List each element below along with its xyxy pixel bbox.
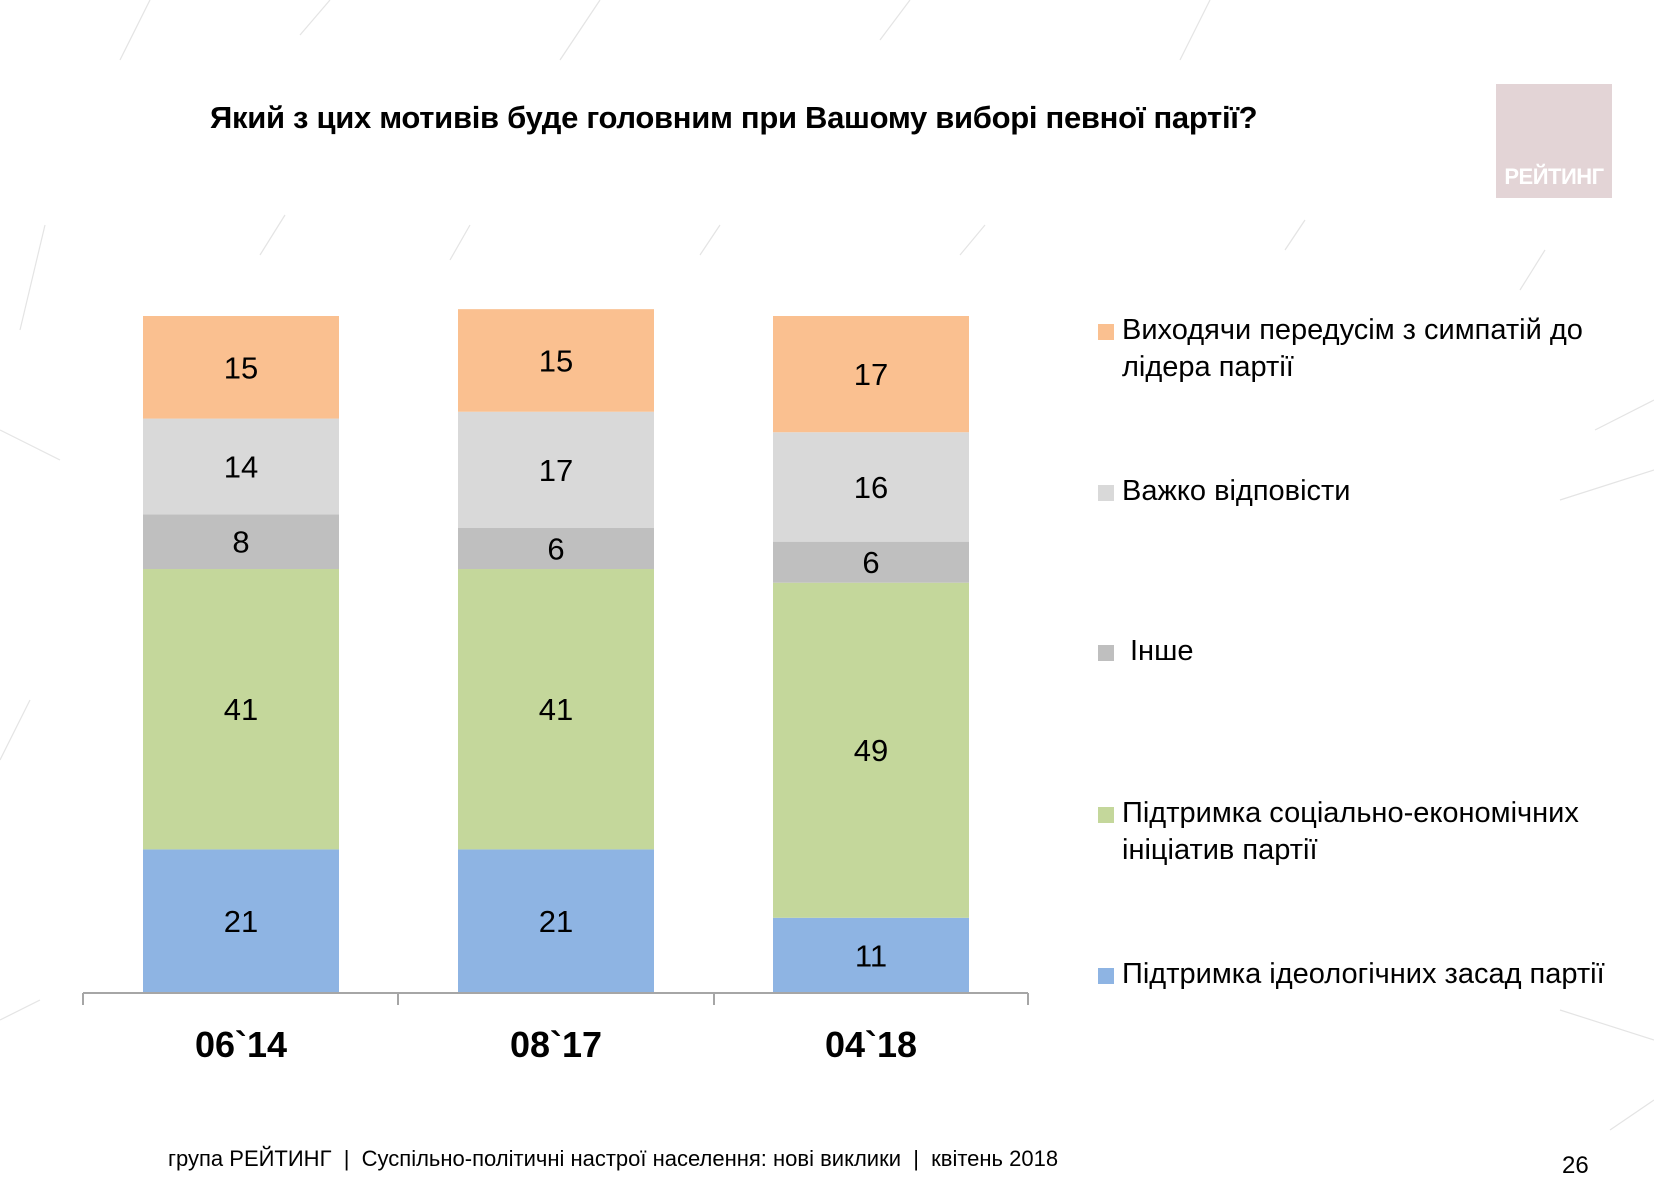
bar-segment: [773, 917, 969, 993]
bar-segment: [458, 849, 654, 993]
data-label: 16: [854, 470, 888, 505]
data-label: 14: [224, 449, 258, 484]
bar-segment: [458, 569, 654, 850]
data-label: 21: [224, 904, 258, 939]
bar-segment: [143, 316, 339, 419]
legend-label: Підтримка соціально-економічних ініціати…: [1122, 797, 1579, 866]
legend-swatch: [1098, 807, 1114, 823]
brand-logo-text: РЕЙТИНГ: [1504, 164, 1604, 189]
data-label: 6: [547, 532, 564, 567]
data-label: 17: [854, 357, 888, 392]
bar-segment: [458, 527, 654, 570]
data-label: 17: [539, 453, 573, 488]
bar-segment: [143, 418, 339, 515]
data-label: 41: [539, 692, 573, 727]
bar-segment: [458, 411, 654, 528]
legend-swatch: [1098, 324, 1114, 340]
data-label: 41: [224, 692, 258, 727]
data-label: 11: [855, 938, 887, 973]
data-label: 8: [232, 525, 249, 560]
data-label: 21: [539, 904, 573, 939]
data-label: 15: [224, 350, 258, 385]
page-number: 26: [1562, 1152, 1589, 1179]
legend-label: Підтримка ідеологічних засад партії: [1122, 958, 1605, 990]
bar-segment: [143, 849, 339, 993]
x-tick-label: 04`18: [825, 1024, 917, 1065]
legend-label: Виходячи передусім з симпатій до лідера …: [1122, 314, 1583, 383]
x-tick-label: 06`14: [195, 1024, 287, 1065]
bar-segment: [143, 514, 339, 570]
bar-segment: [773, 541, 969, 583]
bar-segment: [773, 432, 969, 542]
bars-group: 21 41 8 14 15 21 41 6 17 15 11 49 6 16 17: [143, 309, 969, 993]
footer-text: група РЕЙТИНГ | Суспільно-політичні наст…: [168, 1146, 1059, 1171]
legend-swatch: [1098, 485, 1114, 501]
brand-logo: РЕЙТИНГ: [1496, 84, 1612, 198]
x-axis: 06`14 08`17 04`18: [82, 992, 1029, 1065]
bar-segment: [143, 569, 339, 850]
legend-label: Важко відповісти: [1122, 475, 1351, 507]
bar-segment: [773, 582, 969, 918]
data-label: 49: [854, 733, 888, 768]
legend-swatch: [1098, 968, 1114, 984]
legend-label: Інше: [1130, 635, 1194, 667]
slide-title: Який з цих мотивів буде головним при Ваш…: [210, 100, 1258, 135]
x-tick-label: 08`17: [510, 1024, 602, 1065]
bar-segment: [458, 309, 654, 412]
bar-segment: [773, 316, 969, 433]
data-label: 15: [539, 343, 573, 378]
data-label: 6: [862, 545, 879, 580]
legend-swatch: [1098, 645, 1114, 661]
